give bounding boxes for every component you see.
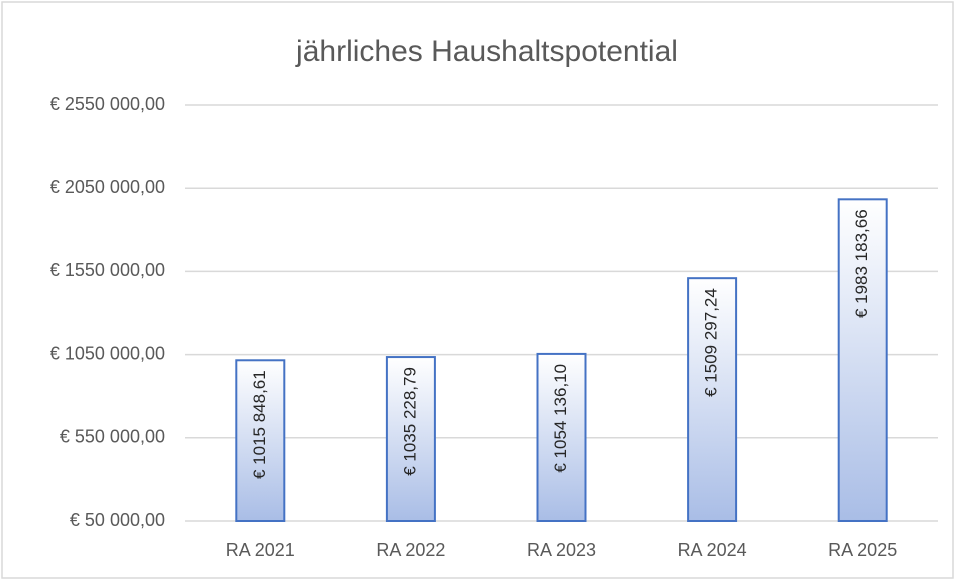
bar xyxy=(385,356,436,522)
bar xyxy=(235,359,286,523)
data-label: € 1509 297,24 xyxy=(702,288,721,397)
y-tick-label: € 550 000,00 xyxy=(60,427,165,447)
bar xyxy=(837,198,888,522)
y-tick-label: € 1550 000,00 xyxy=(50,260,165,280)
y-tick-label: € 2550 000,00 xyxy=(50,94,165,114)
data-label: € 1015 848,61 xyxy=(250,370,269,479)
x-tick-label: RA 2021 xyxy=(226,540,295,560)
data-label: € 1983 183,66 xyxy=(852,209,871,318)
data-label: € 1035 228,79 xyxy=(400,367,419,476)
x-tick-label: RA 2022 xyxy=(376,540,445,560)
x-tick-label: RA 2024 xyxy=(678,540,747,560)
chart-title: jährliches Haushaltspotential xyxy=(295,35,678,68)
bar xyxy=(536,352,587,522)
bar xyxy=(687,277,738,522)
y-tick-label: € 2050 000,00 xyxy=(50,177,165,197)
x-tick-label: RA 2023 xyxy=(527,540,596,560)
y-tick-label: € 50 000,00 xyxy=(70,510,165,530)
x-tick-label: RA 2025 xyxy=(828,540,897,560)
y-tick-label: € 1050 000,00 xyxy=(50,343,165,363)
data-label: € 1054 136,10 xyxy=(551,364,570,473)
